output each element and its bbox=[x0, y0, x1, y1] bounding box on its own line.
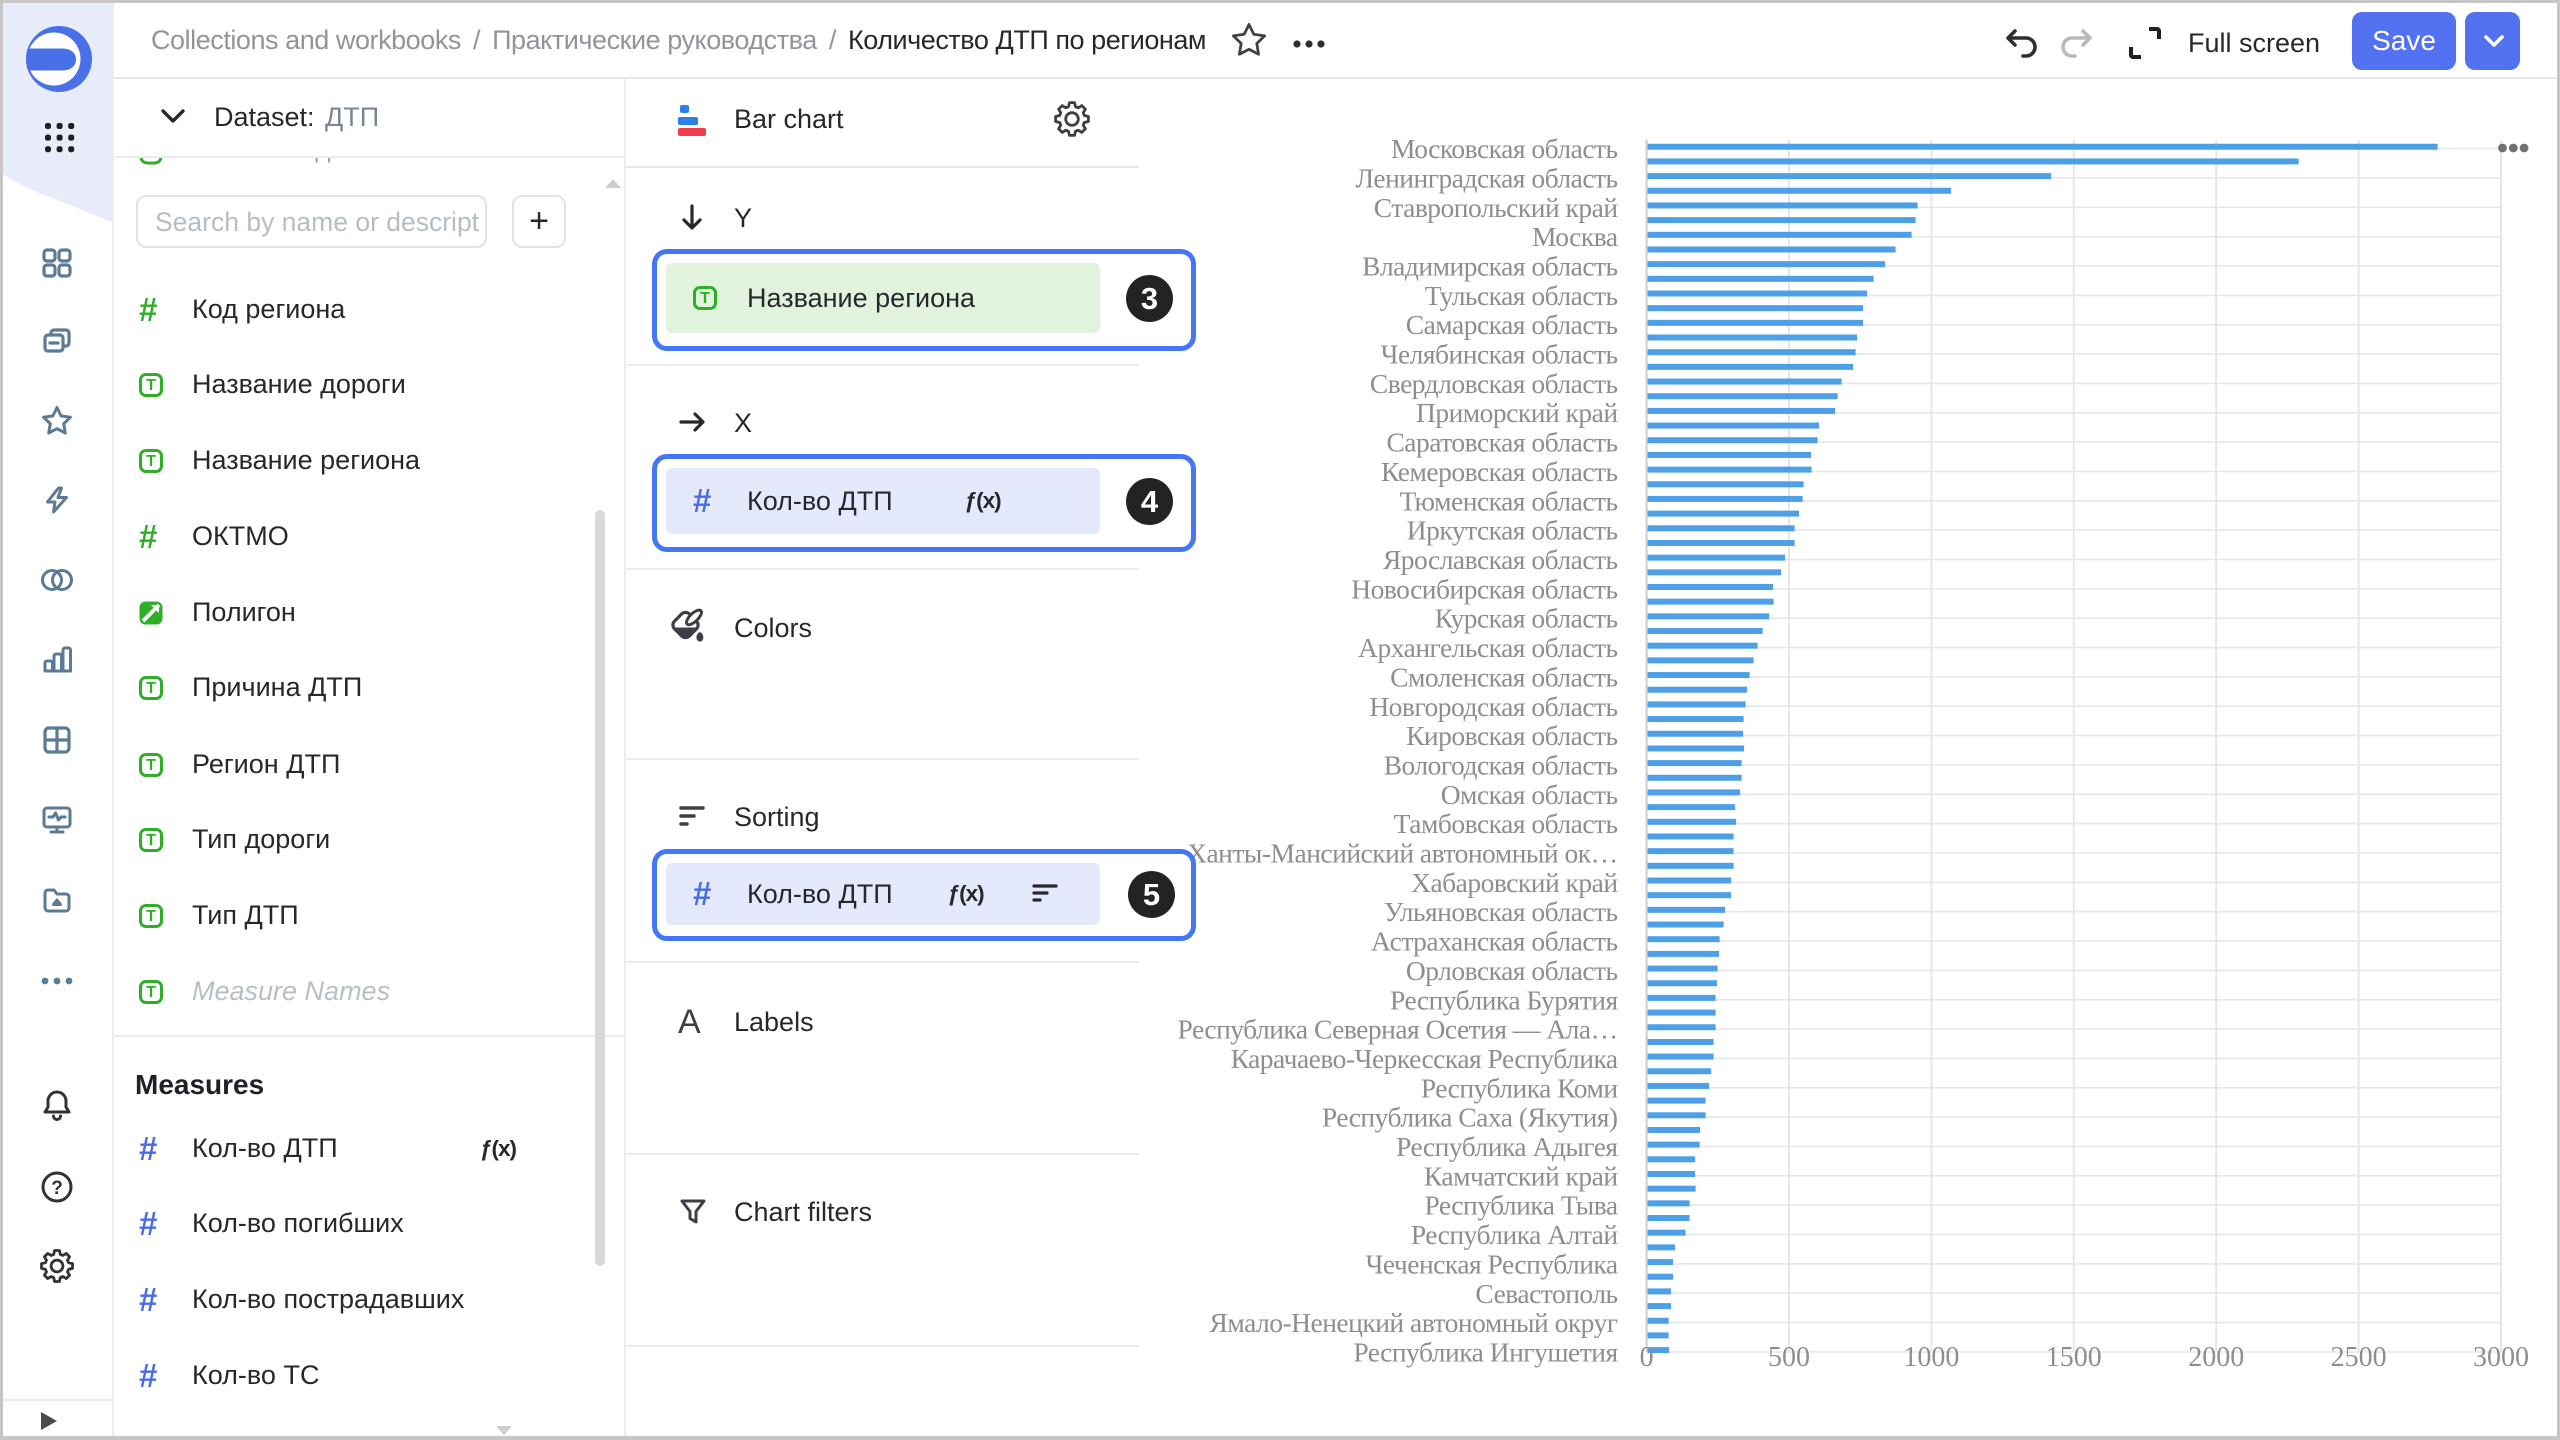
svg-text:Орловская область: Орловская область bbox=[1406, 955, 1618, 986]
svg-text:Карачаево-Черкесская Республик: Карачаево-Черкесская Республика bbox=[1231, 1043, 1618, 1074]
svg-text:Республика Бурятия: Республика Бурятия bbox=[1390, 984, 1618, 1015]
svg-text:Архангельская область: Архангельская область bbox=[1358, 632, 1617, 663]
svg-text:1000: 1000 bbox=[1903, 1342, 1959, 1373]
svg-text:Саратовская область: Саратовская область bbox=[1386, 427, 1617, 458]
svg-text:Москва: Москва bbox=[1532, 221, 1618, 252]
svg-text:Челябинская область: Челябинская область bbox=[1381, 339, 1618, 370]
svg-text:Республика Коми: Республика Коми bbox=[1421, 1072, 1619, 1103]
svg-text:Ульяновская область: Ульяновская область bbox=[1384, 896, 1618, 927]
svg-text:Ярославская область: Ярославская область bbox=[1383, 544, 1618, 575]
svg-text:Владимирская область: Владимирская область bbox=[1362, 251, 1617, 282]
svg-text:Республика Северная Осетия — А: Республика Северная Осетия — Ала… bbox=[1178, 1014, 1618, 1045]
svg-text:Курская область: Курская область bbox=[1435, 603, 1618, 634]
svg-text:Кемеровская область: Кемеровская область bbox=[1381, 456, 1618, 487]
svg-text:Республика Тыва: Республика Тыва bbox=[1424, 1190, 1617, 1221]
svg-text:3000: 3000 bbox=[2473, 1342, 2529, 1373]
svg-text:Смоленская область: Смоленская область bbox=[1390, 661, 1617, 692]
svg-text:2500: 2500 bbox=[2331, 1342, 2387, 1373]
svg-text:Республика Ингушетия: Республика Ингушетия bbox=[1353, 1337, 1618, 1368]
svg-text:?: ? bbox=[51, 1178, 63, 1199]
svg-text:Хабаровский край: Хабаровский край bbox=[1411, 867, 1618, 898]
svg-text:Ханты-Мансийский автономный ок: Ханты-Мансийский автономный ок… bbox=[1187, 838, 1617, 869]
svg-text:Камчатский край: Камчатский край bbox=[1424, 1160, 1618, 1191]
svg-text:Республика Адыгея: Республика Адыгея bbox=[1396, 1131, 1618, 1162]
svg-text:Республика Саха (Якутия): Республика Саха (Якутия) bbox=[1322, 1102, 1618, 1133]
svg-text:Свердловская область: Свердловская область bbox=[1370, 368, 1618, 399]
svg-text:Вологодская область: Вологодская область bbox=[1384, 750, 1618, 781]
svg-text:Астраханская область: Астраханская область bbox=[1371, 926, 1618, 957]
svg-text:Тульская область: Тульская область bbox=[1425, 280, 1618, 311]
svg-text:1500: 1500 bbox=[2046, 1342, 2102, 1373]
svg-text:Самарская область: Самарская область bbox=[1406, 309, 1618, 340]
svg-text:Республика Алтай: Республика Алтай bbox=[1411, 1219, 1619, 1250]
svg-text:Севастополь: Севастополь bbox=[1475, 1278, 1617, 1309]
svg-text:Ленинградская область: Ленинградская область bbox=[1355, 162, 1617, 193]
svg-text:2000: 2000 bbox=[2188, 1342, 2244, 1373]
svg-text:500: 500 bbox=[1768, 1342, 1810, 1373]
svg-text:Приморский край: Приморский край bbox=[1416, 397, 1618, 428]
svg-text:Ямало-Ненецкий автономный окру: Ямало-Ненецкий автономный округ bbox=[1210, 1307, 1618, 1338]
svg-text:Новгородская область: Новгородская область bbox=[1369, 691, 1617, 722]
svg-text:Ставропольский край: Ставропольский край bbox=[1374, 192, 1619, 223]
svg-text:Омская область: Омская область bbox=[1441, 779, 1618, 810]
svg-text:Новосибирская область: Новосибирская область bbox=[1351, 573, 1617, 604]
svg-text:Тамбовская область: Тамбовская область bbox=[1394, 808, 1618, 839]
svg-text:Кировская область: Кировская область bbox=[1406, 720, 1618, 751]
svg-text:0: 0 bbox=[1640, 1342, 1654, 1373]
svg-text:Иркутская область: Иркутская область bbox=[1407, 515, 1618, 546]
svg-text:Чеченская Республика: Чеченская Республика bbox=[1366, 1248, 1618, 1279]
svg-text:Московская область: Московская область bbox=[1391, 133, 1618, 164]
svg-text:Тюменская область: Тюменская область bbox=[1400, 485, 1618, 516]
